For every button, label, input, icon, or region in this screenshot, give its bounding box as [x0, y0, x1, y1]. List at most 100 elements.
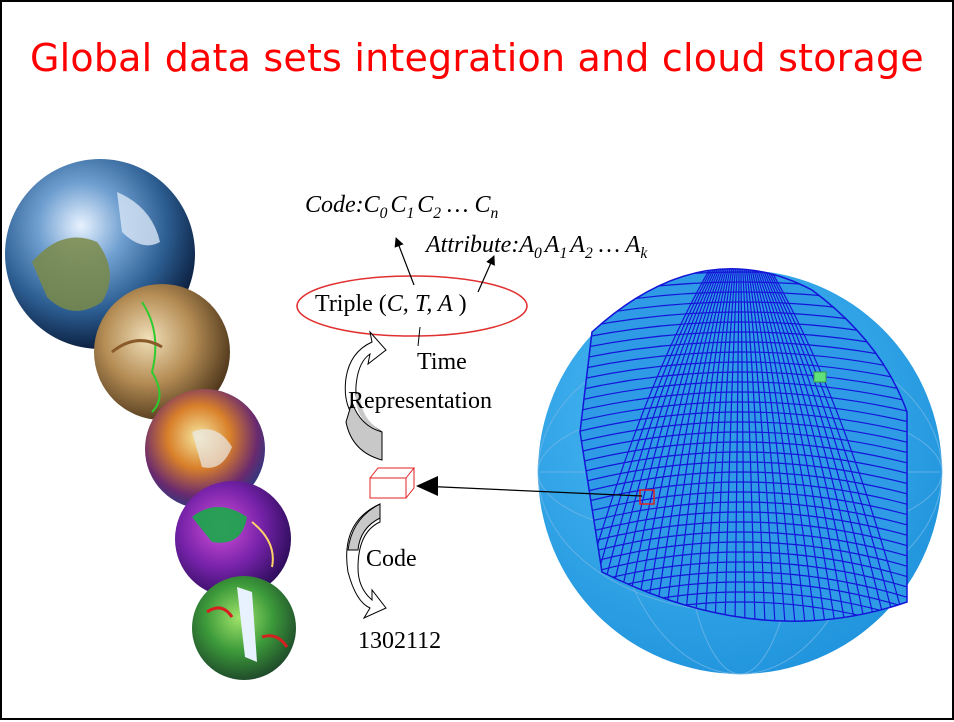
grid-meridian-line	[766, 268, 901, 622]
attribute-index: k	[640, 244, 648, 262]
attribute-term: A	[544, 232, 560, 258]
earth-globe-4	[175, 481, 291, 597]
grid-meridian-line	[651, 268, 726, 622]
attribute-term: A	[625, 232, 641, 258]
grid-meridian-line	[621, 268, 721, 622]
grid-meridian-line	[752, 268, 818, 622]
grid-latitude-line	[580, 361, 907, 385]
attribute-index: 0	[534, 244, 542, 262]
attribute-arrow	[477, 255, 495, 293]
grid-latitude-line	[580, 551, 907, 582]
code-term: C	[417, 192, 434, 218]
time-label: Time	[417, 349, 467, 375]
grid-meridian-line	[756, 268, 839, 622]
grid-meridian-line	[703, 268, 735, 622]
grid-meridian-line	[734, 268, 740, 622]
grid-meridian-line	[742, 268, 757, 622]
grid-latitude-line	[580, 461, 907, 489]
code-sequence: Code:C0 C1 C2 … Cn	[305, 192, 498, 223]
grid-latitude-line	[580, 391, 907, 416]
grid-meridian-line	[641, 268, 724, 622]
cell-link-arrowhead	[416, 476, 438, 496]
grid-meridian-line	[662, 268, 728, 622]
grid-latitude-line	[580, 421, 907, 447]
code-term: C	[390, 192, 407, 218]
grid-meridian-line	[757, 268, 849, 622]
grid-meridian-line	[749, 268, 798, 622]
code-label: Code:	[305, 192, 364, 218]
code-index: 2	[433, 204, 442, 222]
triple-a: A	[437, 291, 453, 317]
cell-link-line	[419, 485, 643, 497]
gridded-sphere	[537, 267, 943, 675]
earth-globe-5	[192, 576, 296, 680]
grid-meridian-line	[631, 268, 723, 622]
grid-meridian-line	[610, 268, 719, 622]
grid-latitude-line	[580, 481, 907, 509]
grid-latitude-line	[580, 441, 907, 468]
cell-cube-icon	[369, 467, 416, 499]
grid-meridian-line	[672, 268, 730, 622]
grid-latitude-line	[580, 541, 907, 572]
attribute-sequence: Attribute:A0 A1 A2 … Ak	[426, 232, 647, 263]
curved-down-arrow	[346, 503, 387, 620]
grid-meridian-line	[745, 268, 777, 622]
green-cell	[813, 371, 827, 383]
grid-meridian-line	[740, 268, 746, 622]
earth-globe-2	[94, 284, 230, 420]
slide-title: Global data sets integration and cloud s…	[30, 36, 924, 80]
code-index: 0	[379, 204, 388, 222]
grid-meridian-line	[750, 268, 808, 622]
code-ellipsis: …	[441, 192, 475, 218]
code-term: C	[363, 192, 380, 218]
grid-latitude-line	[580, 411, 907, 437]
attribute-ellipsis: …	[592, 232, 626, 258]
attribute-term: A	[519, 232, 534, 258]
grid-meridian-line	[747, 268, 787, 622]
grid-latitude-line	[580, 371, 907, 395]
grid-latitude-line	[580, 351, 907, 374]
attribute-term: A	[570, 232, 585, 258]
representation-label: Representation	[348, 388, 492, 414]
grid-meridian-line	[723, 268, 738, 622]
grid-meridian-line	[682, 268, 731, 622]
triple-t: T,	[414, 291, 438, 317]
grid-meridian-line	[754, 268, 829, 622]
grid-meridian-line	[713, 268, 737, 622]
grid-latitude-line	[580, 341, 907, 364]
triple-prefix: Triple (	[315, 291, 387, 317]
code-index: n	[490, 204, 499, 222]
code-step-label: Code	[366, 546, 417, 572]
grid-meridian-line	[759, 268, 859, 622]
grid-meridian-line	[693, 268, 733, 622]
attribute-label: Attribute:	[426, 232, 520, 258]
attribute-index: 1	[559, 244, 568, 262]
grid-latitude-line	[580, 471, 907, 499]
earth-globe-3	[145, 389, 265, 509]
grid-latitude-line	[580, 381, 907, 405]
grid-latitude-line	[580, 511, 907, 541]
grid-latitude-line	[580, 451, 907, 478]
triple-suffix: )	[452, 291, 467, 317]
grid-latitude-line	[580, 401, 907, 426]
triple-ellipse	[296, 275, 528, 337]
triple-c: C,	[386, 291, 415, 317]
code-value: 1302112	[358, 628, 442, 654]
grid-meridian-line	[763, 268, 880, 622]
grid-meridian-line	[768, 268, 907, 622]
grid-meridian-line	[765, 268, 890, 622]
code-index: 1	[406, 204, 415, 222]
code-arrow	[394, 237, 415, 286]
curved-up-arrow	[344, 330, 387, 461]
grid-latitude-line	[580, 521, 907, 551]
time-arrow	[417, 326, 421, 347]
attribute-index: 2	[584, 244, 593, 262]
grid-meridian-line	[743, 268, 767, 622]
selected-cell	[639, 489, 655, 505]
grid-latitude-line	[580, 431, 907, 457]
code-term: C	[474, 192, 491, 218]
grid-latitude-line	[580, 531, 907, 561]
triple-label: Triple (C, T, A )	[315, 291, 467, 318]
